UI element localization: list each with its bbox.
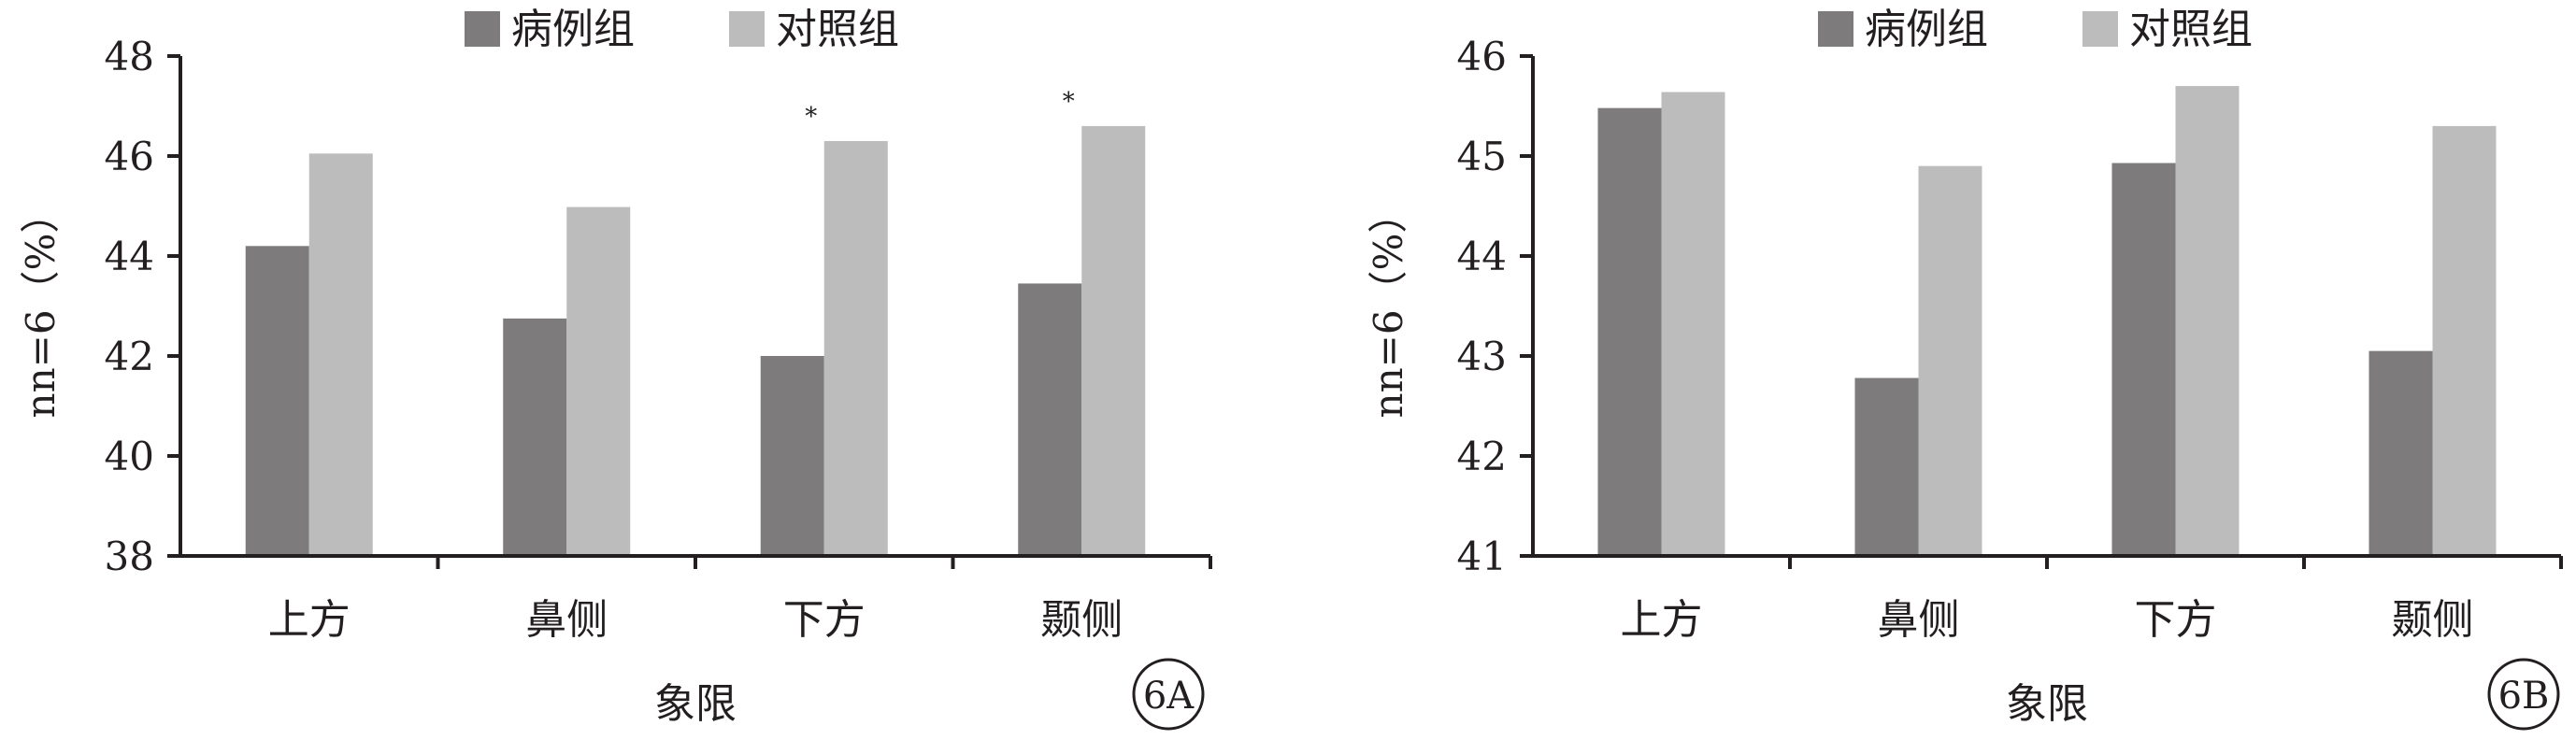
y-tick-label: 41: [1457, 534, 1507, 579]
legend-swatch-case: [1818, 11, 1853, 47]
bar-case: [760, 356, 824, 554]
legend-label-control: 对照组: [2129, 6, 2253, 53]
y-axis-title: nn=6（%）: [18, 194, 64, 419]
x-category-label: 下方: [783, 596, 866, 644]
x-category-label: 上方: [268, 596, 351, 644]
panel-label: 6B: [2498, 675, 2550, 718]
bar-control: [1918, 165, 1982, 554]
legend-label-case: 病例组: [511, 6, 635, 53]
y-tick-label: 46: [1457, 34, 1507, 79]
x-category-label: 鼻侧: [1878, 596, 1960, 644]
bar-control: [2432, 125, 2497, 554]
y-tick-label: 38: [105, 534, 154, 579]
panel-label: 6A: [1143, 675, 1195, 718]
panel-label-circle: [2487, 658, 2560, 731]
legend-swatch-case: [465, 11, 500, 47]
y-tick-label: 44: [1457, 234, 1507, 279]
bar-control: [1081, 125, 1146, 554]
bar-case: [1018, 283, 1082, 554]
x-category-label: 鼻侧: [525, 596, 608, 644]
x-axis-title: 象限: [2006, 680, 2088, 728]
bar-case: [2368, 350, 2433, 554]
significance-marker: *: [1063, 88, 1075, 116]
y-tick-label: 44: [105, 234, 154, 279]
legend-label-case: 病例组: [1865, 6, 1988, 53]
significance-marker: *: [805, 103, 817, 131]
bar-control: [566, 206, 631, 554]
legend-swatch-control: [729, 11, 765, 47]
x-category-label: 上方: [1621, 596, 1703, 644]
bar-control: [2175, 86, 2240, 554]
bar-control: [308, 153, 373, 554]
y-tick-label: 43: [1457, 334, 1507, 379]
y-tick-label: 48: [105, 34, 154, 79]
bar-case: [1597, 107, 1662, 554]
legend-label-control: 对照组: [776, 6, 899, 53]
y-tick-label: 46: [105, 134, 154, 179]
x-category-label: 颞侧: [1040, 596, 1123, 644]
legend-swatch-control: [2082, 11, 2118, 47]
bar-case: [245, 246, 309, 554]
x-category-label: 下方: [2135, 596, 2217, 644]
y-tick-label: 42: [105, 334, 154, 379]
bar-control: [1661, 92, 1725, 555]
panel-label-circle: [1132, 658, 1205, 731]
bar-case: [503, 318, 567, 554]
bar-control: [823, 140, 888, 554]
y-tick-label: 40: [105, 434, 154, 479]
bar-case: [2111, 163, 2176, 555]
y-tick-label: 45: [1457, 134, 1507, 179]
x-category-label: 颞侧: [2392, 596, 2474, 644]
y-tick-label: 42: [1457, 434, 1507, 479]
bar-case: [1854, 377, 1919, 554]
y-axis-title: nn=6（%）: [1366, 194, 1411, 419]
x-axis-title: 象限: [654, 680, 737, 728]
